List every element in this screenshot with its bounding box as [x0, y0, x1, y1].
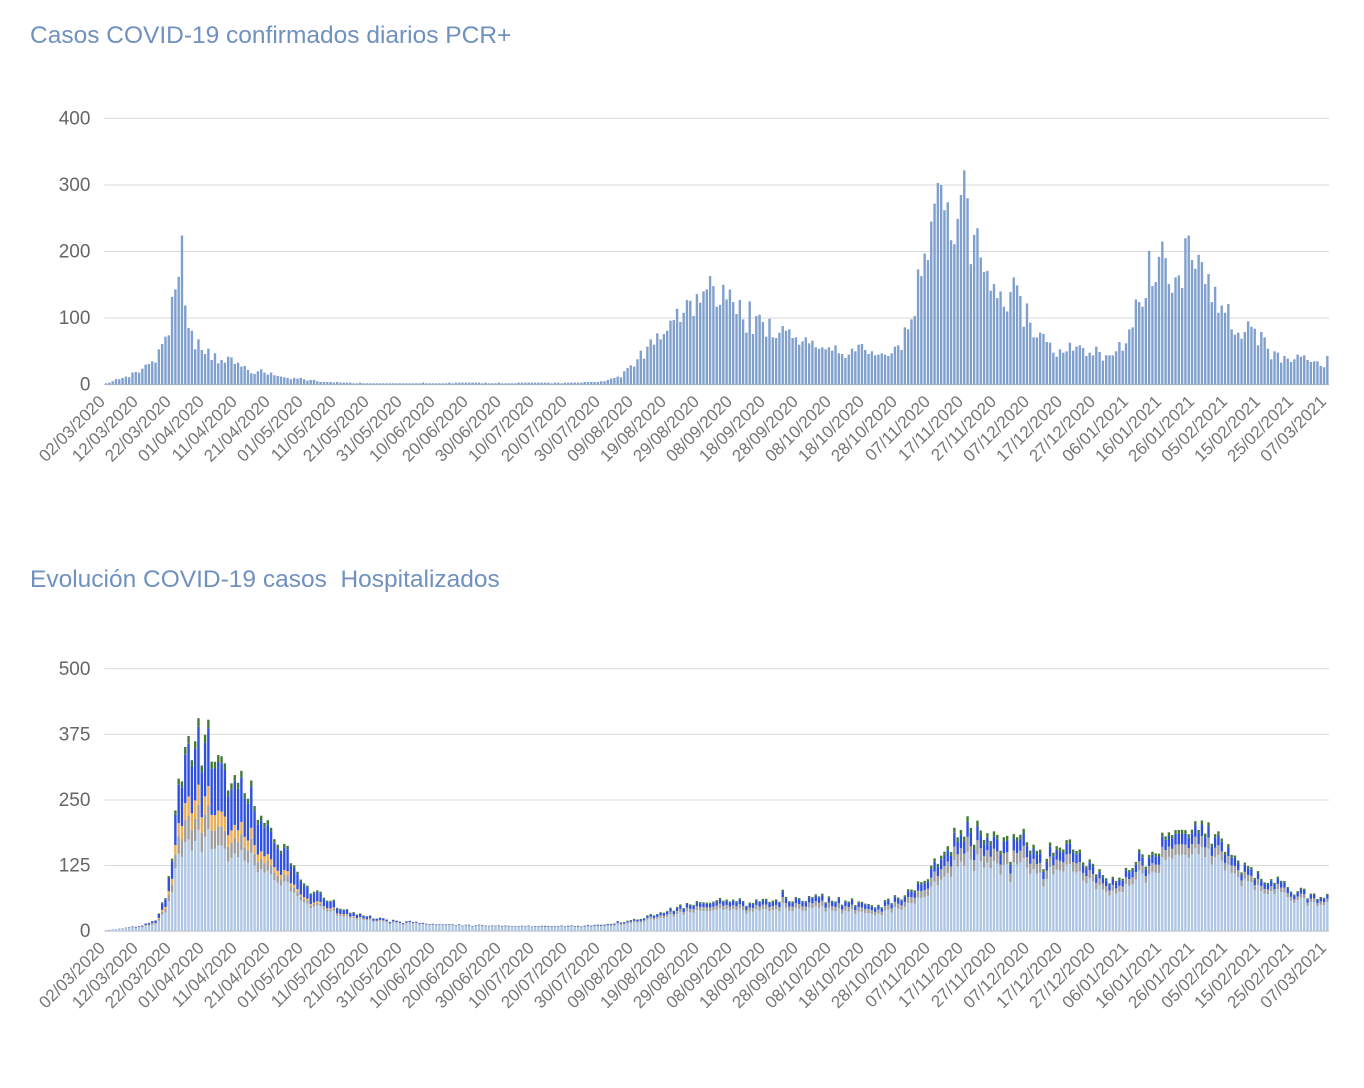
svg-text:125: 125 [59, 856, 91, 877]
svg-text:500: 500 [59, 659, 91, 680]
svg-text:0: 0 [80, 921, 91, 942]
svg-text:300: 300 [59, 175, 91, 196]
svg-text:200: 200 [59, 242, 91, 263]
svg-text:375: 375 [59, 724, 91, 745]
svg-text:250: 250 [59, 790, 91, 811]
svg-text:0: 0 [80, 375, 91, 396]
svg-text:100: 100 [59, 308, 91, 329]
svg-text:400: 400 [59, 108, 91, 129]
